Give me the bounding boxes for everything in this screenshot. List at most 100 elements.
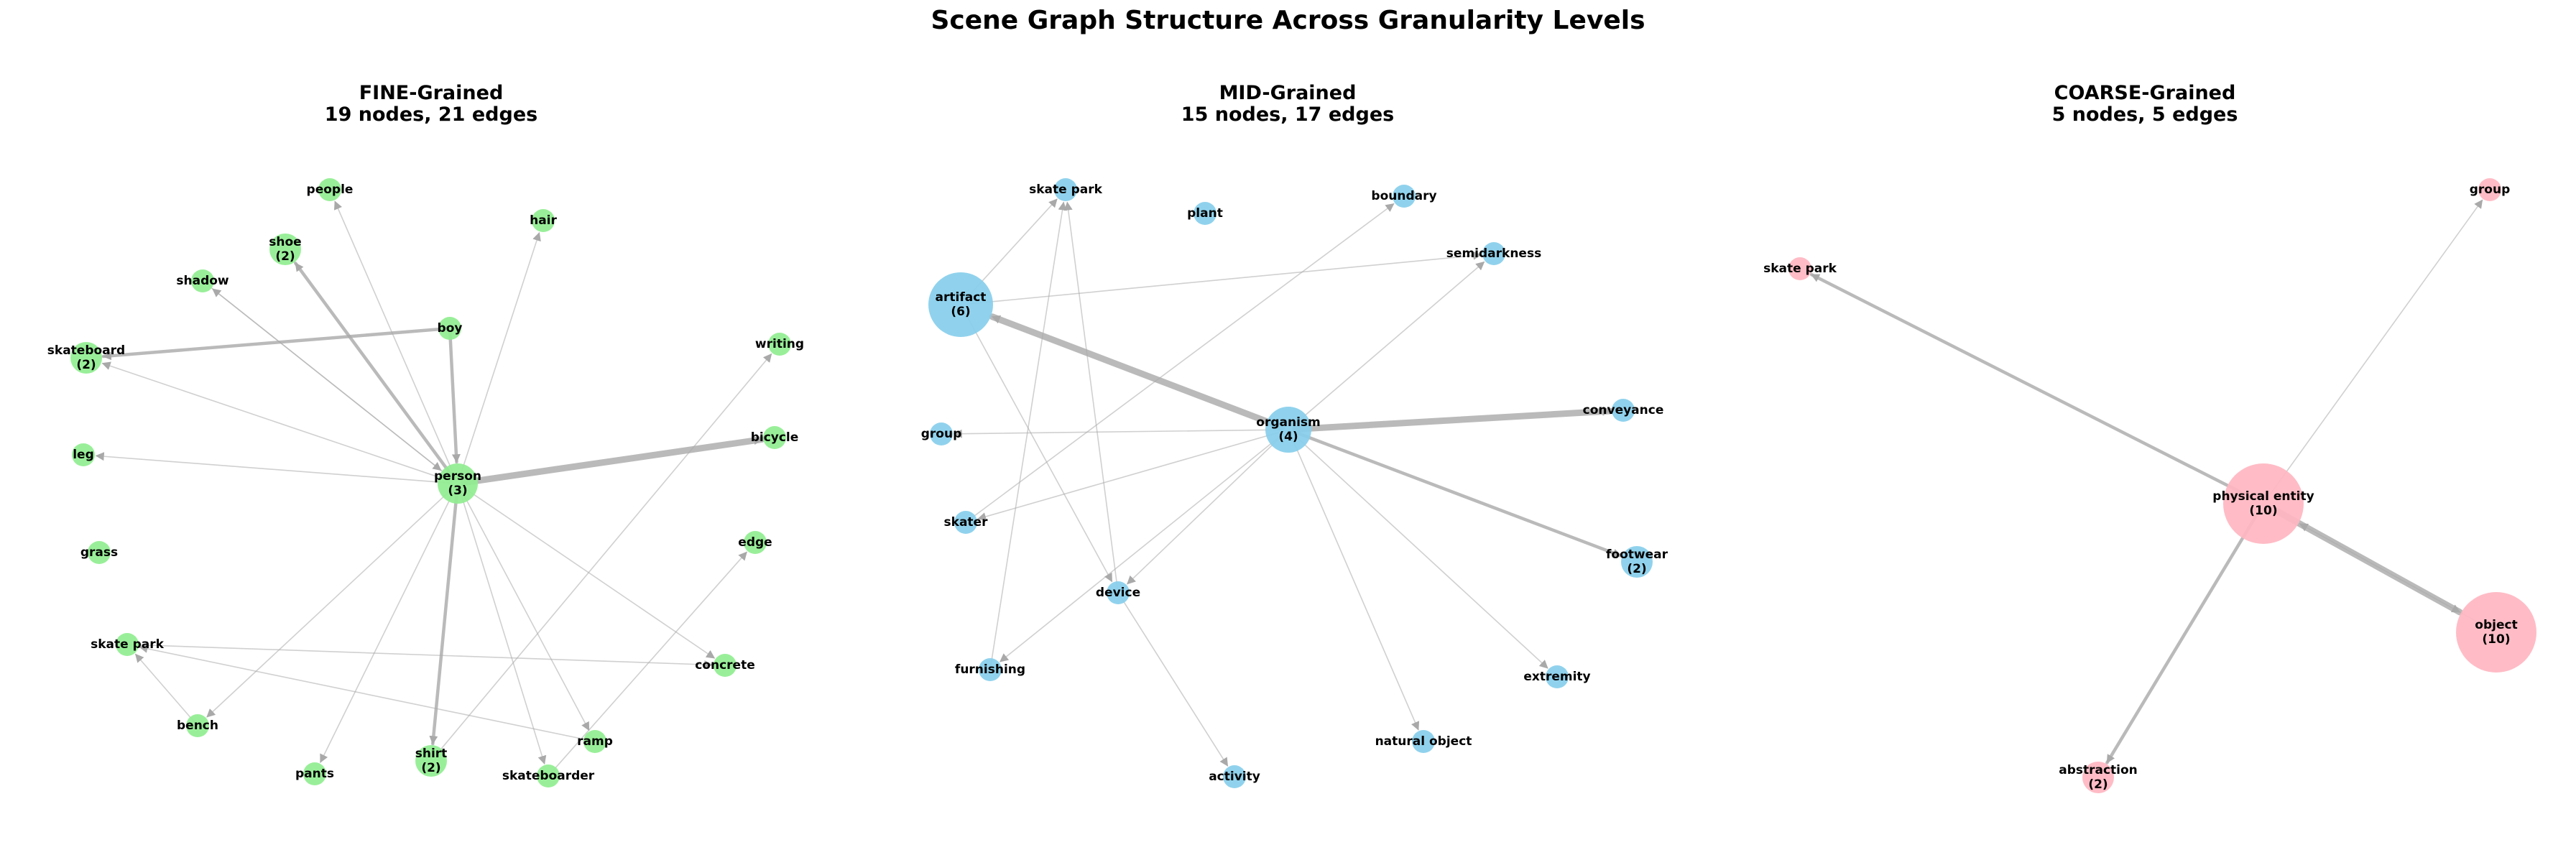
node-coarse-object: object (10) bbox=[2456, 592, 2536, 673]
edge-coarse-physical-entity-to-abstraction bbox=[2105, 512, 2259, 764]
edge-mid-organism-to-device bbox=[1127, 433, 1284, 585]
node-circle bbox=[318, 178, 341, 201]
node-label: boundary bbox=[1371, 189, 1436, 203]
node-circle bbox=[537, 764, 560, 787]
edge-fine-ramp-to-skate-park bbox=[139, 644, 593, 742]
node-label: shirt (2) bbox=[415, 747, 448, 775]
node-label: shoe (2) bbox=[269, 235, 301, 264]
node-circle bbox=[72, 443, 95, 466]
node-mid-organism: organism (4) bbox=[1256, 407, 1321, 453]
panel-stats: 19 nodes, 21 edges bbox=[324, 103, 538, 126]
node-fine-writing: writing bbox=[755, 333, 804, 356]
edge-fine-person-to-bicycle bbox=[460, 436, 765, 486]
edge-mid-organism-to-footwear bbox=[1293, 430, 1622, 558]
node-mid-conveyance: conveyance bbox=[1583, 399, 1664, 422]
edge-fine-shadow-to-person bbox=[204, 282, 442, 471]
node-label: bench bbox=[177, 719, 218, 733]
node-mid-extremity: extremity bbox=[1523, 665, 1591, 688]
edge-fine-person-to-skateboard bbox=[101, 361, 453, 483]
node-circle bbox=[191, 269, 214, 292]
node-label: natural object bbox=[1375, 734, 1472, 749]
edge-fine-boy-to-person bbox=[448, 330, 461, 464]
node-mid-semidarkness: semidarkness bbox=[1446, 242, 1541, 265]
node-circle bbox=[1107, 581, 1130, 604]
edge-mid-organism-to-extremity bbox=[1293, 433, 1548, 669]
node-label: people bbox=[307, 183, 354, 197]
edge-fine-person-to-hair bbox=[458, 231, 541, 479]
node-circle bbox=[1412, 730, 1435, 753]
edge-mid-furnishing-to-skate-park bbox=[989, 201, 1067, 667]
node-circle bbox=[954, 511, 977, 534]
node-mid-plant: plant bbox=[1187, 202, 1223, 225]
edge-coarse-object-to-physical-entity bbox=[2299, 523, 2487, 627]
edge-fine-person-to-bench bbox=[206, 486, 454, 718]
edge-fine-person-to-pants bbox=[320, 488, 456, 763]
node-mid-skater: skater bbox=[944, 511, 989, 534]
node-label: person (3) bbox=[434, 469, 481, 498]
node-circle bbox=[1265, 407, 1311, 453]
node-circle bbox=[2223, 463, 2304, 544]
panel-name: COARSE-Grained bbox=[2054, 82, 2236, 104]
node-circle bbox=[768, 333, 791, 356]
node-label: skater bbox=[944, 515, 989, 530]
edge-coarse-physical-entity-to-group bbox=[2270, 199, 2483, 495]
panel-stats: 5 nodes, 5 edges bbox=[2051, 103, 2238, 126]
node-circle bbox=[2478, 178, 2501, 201]
node-label: device bbox=[1096, 586, 1140, 600]
node-circle bbox=[744, 531, 767, 554]
node-label: bicycle bbox=[751, 430, 799, 445]
node-circle bbox=[2082, 762, 2114, 793]
edge-mid-organism-to-artifact bbox=[989, 313, 1285, 431]
node-mid-artifact: artifact (6) bbox=[928, 272, 993, 337]
edge-coarse-physical-entity-to-skate-park bbox=[1809, 272, 2255, 500]
node-label: ramp bbox=[577, 734, 613, 749]
edge-mid-artifact-to-device bbox=[964, 313, 1113, 583]
node-label: skate park bbox=[91, 637, 164, 652]
node-label: abstraction (2) bbox=[2059, 763, 2138, 792]
edge-fine-person-to-skateboarder bbox=[458, 489, 547, 764]
node-mid-activity: activity bbox=[1209, 765, 1260, 788]
node-mid-boundary: boundary bbox=[1371, 185, 1437, 208]
node-mid-group: group bbox=[921, 422, 962, 445]
node-mid-skate-park: skate park bbox=[1029, 178, 1103, 201]
edge-mid-organism-to-semidarkness bbox=[1293, 261, 1485, 426]
node-circle bbox=[979, 658, 1002, 681]
node-label: extremity bbox=[1523, 670, 1590, 684]
node-circle bbox=[532, 209, 555, 232]
node-label: conveyance bbox=[1583, 403, 1664, 417]
node-fine-skateboard: skateboard (2) bbox=[47, 342, 125, 374]
panel-name: FINE-Grained bbox=[359, 82, 504, 104]
node-fine-shirt: shirt (2) bbox=[415, 745, 448, 777]
figure-title: Scene Graph Structure Across Granularity… bbox=[931, 6, 1645, 35]
node-fine-bicycle: bicycle bbox=[751, 426, 799, 449]
node-fine-skateboarder: skateboarder bbox=[502, 764, 595, 787]
node-label: writing bbox=[755, 337, 804, 351]
panel-title-coarse: COARSE-Grained 5 nodes, 5 edges bbox=[1822, 83, 2468, 126]
node-label: grass bbox=[80, 545, 118, 560]
node-circle bbox=[415, 745, 447, 777]
node-label: skateboarder bbox=[502, 769, 595, 783]
node-mid-furnishing: furnishing bbox=[955, 658, 1025, 681]
edge-mid-device-to-skate-park bbox=[1063, 201, 1119, 591]
node-circle bbox=[1612, 399, 1635, 422]
node-label: pants bbox=[295, 767, 334, 781]
node-fine-people: people bbox=[307, 178, 354, 201]
node-fine-concrete: concrete bbox=[695, 654, 755, 677]
node-label: footwear (2) bbox=[1606, 548, 1668, 576]
edge-mid-device-to-activity bbox=[1119, 595, 1229, 767]
node-label: edge bbox=[738, 535, 772, 550]
node-circle bbox=[70, 342, 102, 374]
node-label: group bbox=[921, 427, 962, 441]
node-fine-person: person (3) bbox=[434, 463, 481, 504]
node-coarse-skate-park: skate park bbox=[1763, 257, 1837, 280]
node-circle bbox=[763, 426, 786, 449]
node-mid-footwear: footwear (2) bbox=[1606, 546, 1668, 578]
node-fine-ramp: ramp bbox=[577, 730, 613, 753]
edge-fine-boy-to-skateboard bbox=[101, 327, 448, 361]
node-label: leg bbox=[73, 448, 94, 462]
edge-fine-person-to-shoe bbox=[293, 262, 456, 481]
edge-mid-organism-to-skater bbox=[977, 430, 1283, 521]
node-label: hair bbox=[530, 213, 557, 228]
node-circle bbox=[1482, 242, 1505, 265]
edge-mid-skater-to-boundary bbox=[968, 203, 1395, 521]
